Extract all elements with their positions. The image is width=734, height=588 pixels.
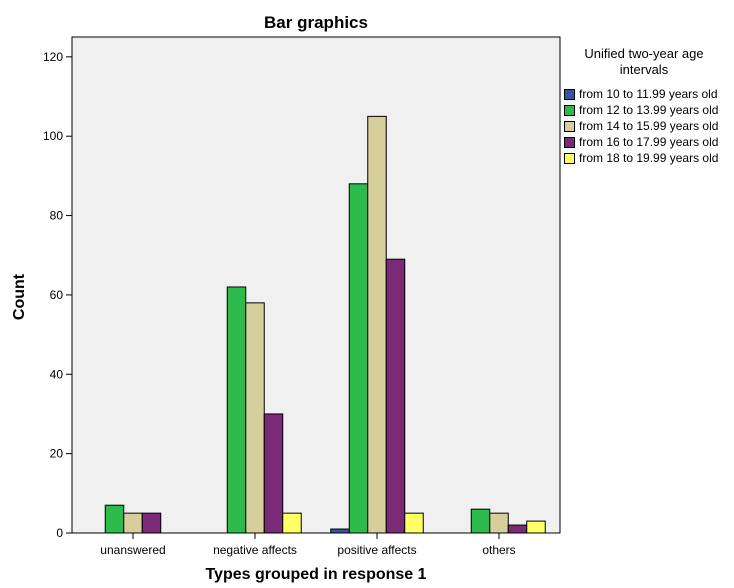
bar [245,302,265,534]
y-tick-label: 100 [43,129,63,143]
legend: Unified two-year age intervals from 10 t… [560,46,734,166]
y-tick-label: 80 [50,209,64,223]
bar [507,524,528,534]
bar [367,115,387,534]
x-tick-label: unanswered [100,543,165,557]
legend-item: from 10 to 11.99 years old [560,86,734,102]
bar [470,508,491,534]
legend-swatch [564,120,575,132]
y-tick-label: 60 [50,288,64,302]
legend-swatch [564,88,575,100]
legend-label: from 14 to 15.99 years old [579,119,719,133]
legend-title: Unified two-year age intervals [584,46,704,77]
bar [104,504,125,534]
bar [404,512,424,534]
x-tick-label: negative affects [213,543,297,557]
y-tick-label: 120 [43,50,63,64]
bar [263,413,284,534]
bar [141,512,162,534]
bar [330,528,350,534]
y-tick-label: 40 [50,367,64,381]
x-tick-label: others [482,543,515,557]
legend-item: from 16 to 17.99 years old [560,134,734,150]
bar [226,286,247,534]
legend-items: from 10 to 11.99 years old from 12 to 13.… [560,86,734,166]
bar [282,512,302,534]
x-tick-label: positive affects [337,543,416,557]
y-tick-label: 20 [50,447,64,461]
legend-label: from 12 to 13.99 years old [579,103,719,117]
legend-swatch [564,152,575,164]
legend-item: from 14 to 15.99 years old [560,118,734,134]
bar [123,512,143,534]
legend-swatch [564,136,575,148]
bar [526,520,546,534]
bar [385,258,406,534]
plot-area [71,36,561,534]
bar [489,512,509,534]
legend-item: from 18 to 19.99 years old [560,150,734,166]
y-tick-label: 0 [56,526,63,540]
legend-item: from 12 to 13.99 years old [560,102,734,118]
legend-label: from 16 to 17.99 years old [579,135,719,149]
x-axis-title: Types grouped in response 1 [205,566,427,583]
y-axis-title: Count [11,273,28,321]
legend-label: from 10 to 11.99 years old [579,87,718,101]
chart-title: Bar graphics [264,13,368,32]
legend-label: from 18 to 19.99 years old [579,151,719,165]
legend-swatch [564,104,575,116]
bar [348,183,369,534]
